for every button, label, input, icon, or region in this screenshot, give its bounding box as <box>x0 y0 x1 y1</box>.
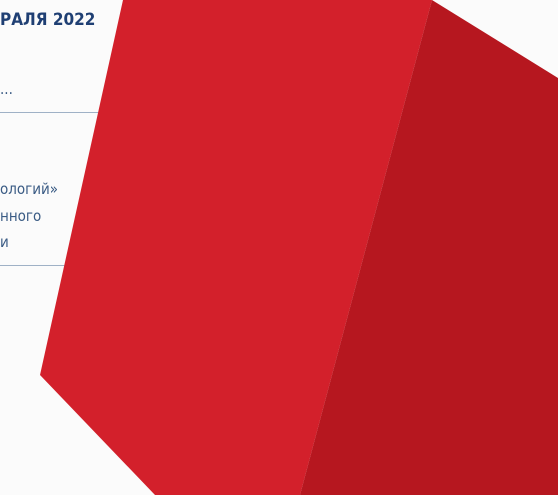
text-line: ологий» <box>0 180 59 198</box>
shape-dark-face <box>300 0 558 495</box>
text-line: и <box>0 233 9 251</box>
shape-light-face <box>40 0 432 495</box>
rule <box>0 112 140 113</box>
title: РАЛЯ 2022 <box>0 10 96 30</box>
text-line: нного <box>0 207 42 225</box>
text-line: ... <box>0 80 13 98</box>
